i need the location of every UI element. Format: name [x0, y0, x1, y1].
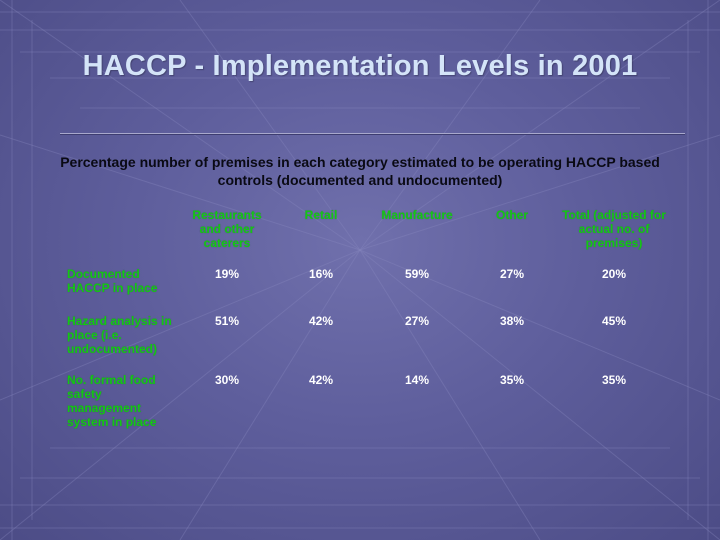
column-header-manufacture: Manufacture: [381, 208, 453, 222]
table-cell: 20%: [601, 267, 627, 281]
table-cell: 51%: [214, 314, 240, 328]
title-divider: [60, 133, 685, 135]
table-cell: 30%: [214, 373, 240, 387]
column-header-retail: Retail: [304, 208, 338, 222]
table-cell: 16%: [308, 267, 334, 281]
row-label-hazard-analysis: Hazard analysis in place (i.e. undocumen…: [67, 314, 172, 356]
table-cell: 38%: [499, 314, 525, 328]
table-cell: 27%: [499, 267, 525, 281]
table-cell: 45%: [601, 314, 627, 328]
table-cell: 42%: [308, 373, 334, 387]
column-header-total: Total (adjusted for actual no. of premis…: [562, 208, 666, 250]
table-cell: 42%: [308, 314, 334, 328]
column-header-other: Other: [495, 208, 528, 222]
table-cell: 27%: [404, 314, 430, 328]
row-label-no-formal-system: No. formal food safety management system…: [67, 373, 157, 429]
table-cell: 35%: [601, 373, 627, 387]
column-header-restaurants: Restaurants and other caterers: [192, 208, 262, 250]
slide-title: HACCP - Implementation Levels in 2001: [82, 50, 638, 82]
table-cell: 59%: [404, 267, 430, 281]
table-cell: 19%: [214, 267, 240, 281]
table-cell: 35%: [499, 373, 525, 387]
table-caption: Percentage number of premises in each ca…: [60, 154, 660, 188]
row-label-documented: Documented HACCP in place: [67, 267, 158, 295]
table-cell: 14%: [404, 373, 430, 387]
